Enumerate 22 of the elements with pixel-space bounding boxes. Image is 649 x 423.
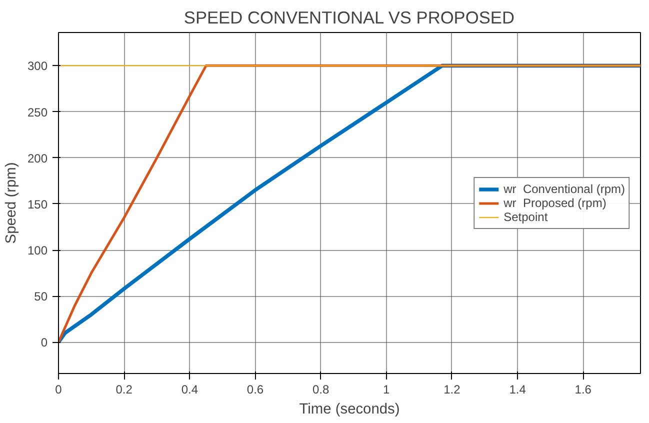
- y-axis-title: Speed (rpm): [3, 162, 20, 244]
- x-axis-title: Time (seconds): [299, 402, 400, 418]
- x-tick-label: 0.2: [116, 382, 133, 396]
- x-tick-label: 0: [55, 382, 62, 396]
- legend-label: wr Conventional (rpm): [504, 182, 625, 196]
- x-tick-label: 1: [383, 382, 390, 396]
- y-tick-label: 50: [34, 290, 48, 304]
- x-tick-label: 1.4: [509, 382, 526, 396]
- y-tick-label: 300: [27, 59, 48, 74]
- x-tick-label: 1.2: [444, 382, 461, 396]
- x-tick-label: 1.6: [574, 382, 592, 396]
- y-tick-label: 150: [27, 197, 48, 212]
- y-tick-label: 0: [40, 336, 48, 350]
- x-tick-label: 0.4: [181, 382, 198, 396]
- y-tick-label: 200: [27, 151, 48, 166]
- y-tick-label: 250: [27, 105, 48, 120]
- x-tick-label: 0.6: [246, 382, 264, 396]
- chart-title: SPEED CONVENTIONAL VS PROPOSED: [184, 8, 514, 28]
- legend-label: wr Proposed (rpm): [504, 196, 606, 210]
- legend-label: Setpoint: [504, 210, 548, 224]
- x-tick-label: 0.8: [312, 382, 330, 396]
- y-tick-label: 100: [27, 244, 48, 258]
